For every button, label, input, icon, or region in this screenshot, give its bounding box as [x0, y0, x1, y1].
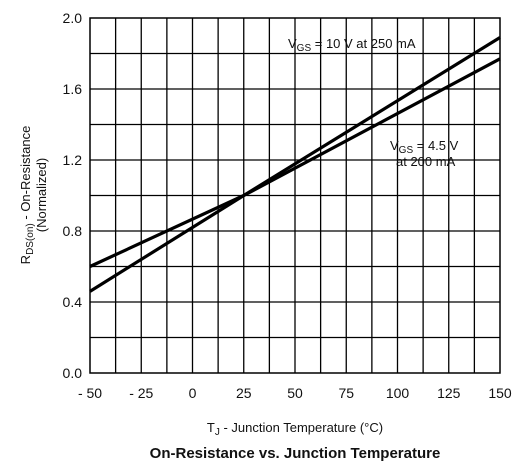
x-label-main: T	[207, 420, 215, 435]
y-tick-label: 0.0	[63, 365, 83, 381]
x-tick-label: - 50	[78, 385, 102, 401]
series-label-10v-rest: = 10 V at 250 mA	[311, 36, 416, 51]
y-label-rest: - On-Resistance	[18, 126, 33, 224]
y-axis-label: RDS(on) - On-Resistance (Normalized)	[18, 126, 49, 265]
x-tick-label: 100	[386, 385, 410, 401]
y-tick-label: 0.4	[63, 294, 83, 310]
x-tick-label: 150	[488, 385, 512, 401]
x-tick-label: 75	[338, 385, 354, 401]
x-tick-label: 25	[236, 385, 252, 401]
grid	[90, 18, 500, 373]
tick-labels: - 50 - 25 0 25 50 75 100 125 150 0.0 0.4 0.8 1.2 1.6 2…	[63, 10, 512, 401]
y-tick-label: 1.2	[63, 152, 83, 168]
x-axis-label: TJ - Junction Temperature (°C)	[207, 420, 383, 438]
series-label-10v-sub: GS	[297, 43, 312, 54]
series-line-1	[89, 57, 501, 268]
y-label-sub: DS(on)	[25, 223, 36, 255]
y-tick-label: 0.8	[63, 223, 83, 239]
series-label-4v5: VGS = 4.5 V	[390, 138, 459, 156]
y-label-line2: (Normalized)	[34, 158, 49, 232]
y-tick-label: 2.0	[63, 10, 83, 26]
series-label-4v5-main: V	[390, 138, 399, 153]
x-tick-label: 125	[437, 385, 461, 401]
chart-title: On-Resistance vs. Junction Temperature	[150, 445, 441, 462]
y-label-main: R	[18, 255, 33, 264]
series-lines	[89, 36, 501, 293]
x-tick-label: 0	[189, 385, 197, 401]
series-label-10v-main: V	[288, 36, 297, 51]
x-label-sub: J	[215, 427, 220, 438]
series-label-10v: VGS = 10 V at 250 mA	[288, 36, 416, 54]
series-label-4v5-line2: at 200 mA	[396, 154, 456, 169]
series-label-4v5-sub: GS	[399, 145, 414, 156]
x-tick-label: 50	[287, 385, 303, 401]
svg-text:RDS(on) - On-Resistance: RDS(on) - On-Resistance	[18, 126, 36, 265]
plot-frame	[89, 17, 501, 374]
x-label-rest: - Junction Temperature (°C)	[220, 420, 383, 435]
y-tick-label: 1.6	[63, 81, 83, 97]
x-tick-label: - 25	[129, 385, 153, 401]
series-label-4v5-rest: = 4.5 V	[413, 138, 458, 153]
